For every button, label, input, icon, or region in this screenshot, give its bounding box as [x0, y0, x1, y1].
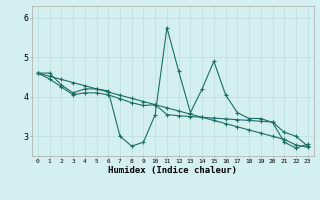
X-axis label: Humidex (Indice chaleur): Humidex (Indice chaleur)	[108, 166, 237, 175]
